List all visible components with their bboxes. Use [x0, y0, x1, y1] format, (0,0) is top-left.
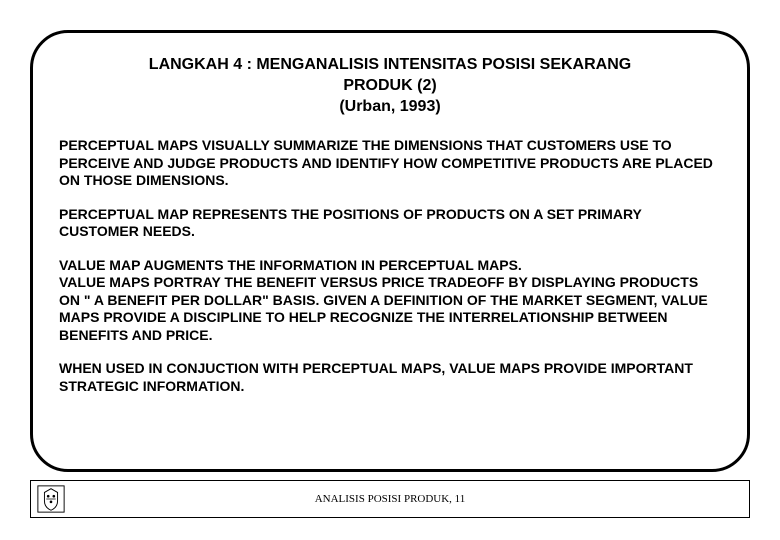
slide-frame: LANGKAH 4 : MENGANALISIS INTENSITAS POSI…	[30, 30, 750, 472]
title-line-1: LANGKAH 4 : MENGANALISIS INTENSITAS POSI…	[59, 55, 721, 76]
slide-title: LANGKAH 4 : MENGANALISIS INTENSITAS POSI…	[59, 55, 721, 117]
title-line-2: PRODUK (2)	[59, 76, 721, 97]
title-line-3: (Urban, 1993)	[59, 97, 721, 118]
paragraph-1: PERCEPTUAL MAPS VISUALLY SUMMARIZE THE D…	[59, 137, 721, 190]
paragraph-3: VALUE MAP AUGMENTS THE INFORMATION IN PE…	[59, 257, 721, 345]
paragraph-4: WHEN USED IN CONJUCTION WITH PERCEPTUAL …	[59, 360, 721, 395]
footer-text: ANALISIS POSISI PRODUK, 11	[315, 493, 466, 505]
paragraph-2: PERCEPTUAL MAP REPRESENTS THE POSITIONS …	[59, 206, 721, 241]
footer-bar: ANALISIS POSISI PRODUK, 11	[30, 480, 750, 518]
crest-icon	[35, 483, 67, 515]
